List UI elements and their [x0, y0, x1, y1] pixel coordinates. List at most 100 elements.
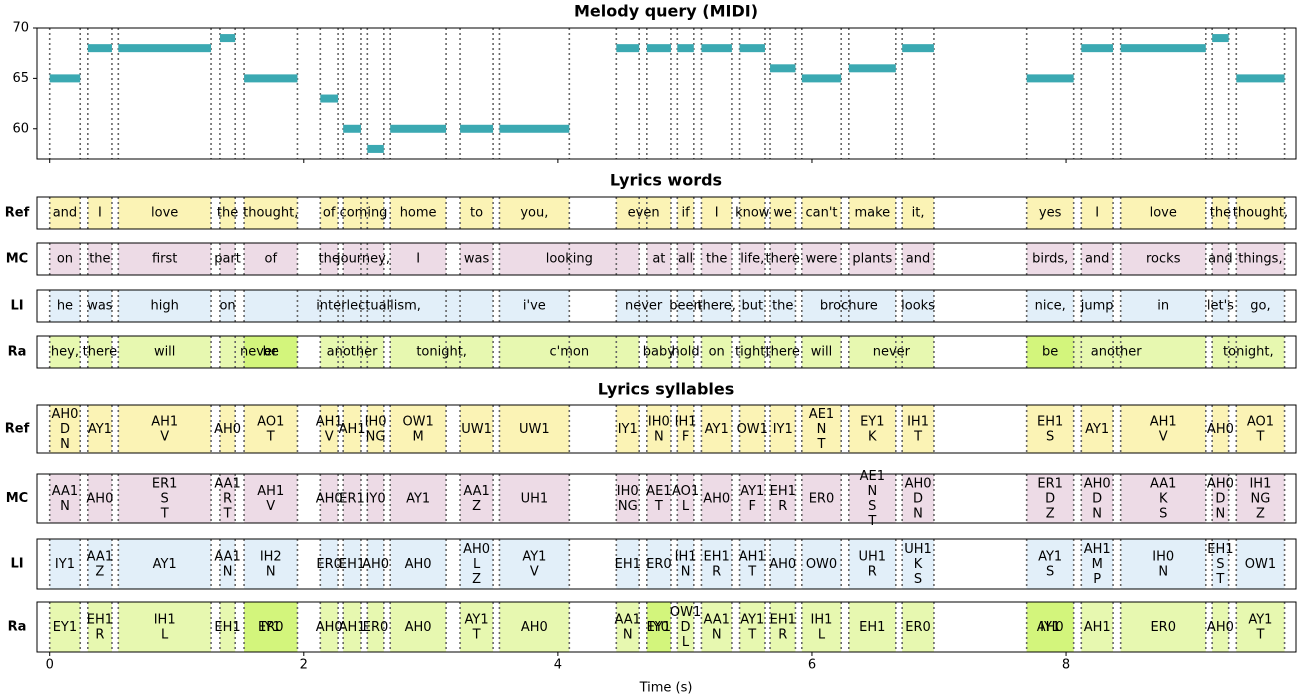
syllable-label: OW1 — [1245, 557, 1276, 572]
phone: AH1 — [316, 414, 343, 429]
segment — [801, 197, 842, 229]
panel-frame — [36, 538, 1297, 590]
segment — [677, 602, 694, 652]
syllable-label: AO1 L — [672, 484, 699, 514]
y-tick-label: 65 — [12, 71, 29, 86]
x-tick-label: 2 — [300, 658, 308, 673]
segment — [801, 405, 842, 453]
syllable-label: AY1 S — [1038, 549, 1062, 579]
syllable-label: AY1 — [88, 422, 112, 437]
segment — [460, 602, 494, 652]
segment — [701, 243, 732, 275]
phone: AH0 — [703, 491, 730, 506]
word-label: let's — [1207, 299, 1234, 314]
syllable-label: UH1 K S — [904, 542, 932, 587]
note — [244, 74, 298, 83]
segment — [1120, 243, 1206, 275]
word-label: you, — [520, 206, 548, 221]
segment — [118, 602, 212, 652]
segment — [739, 474, 765, 523]
word-label: be — [1042, 345, 1058, 360]
phone: EH1 — [1037, 414, 1063, 429]
syllable-label: EH1 S T — [1207, 542, 1233, 587]
segment — [49, 336, 81, 368]
word-label: know — [735, 206, 770, 221]
phone: ER0 — [809, 491, 835, 506]
phone: N — [223, 564, 233, 579]
syllable-label: AA1 Z — [87, 549, 113, 579]
segment — [367, 539, 384, 589]
phone: AY1 — [88, 422, 112, 437]
syllable-label: ER1 D Z — [1037, 476, 1063, 521]
phone: ER1 — [152, 476, 178, 491]
word-label: there, — [697, 299, 736, 314]
note — [219, 34, 236, 43]
syllable-label: EH1 — [214, 620, 240, 635]
syllable-label: OW1 D L — [670, 605, 701, 650]
segment — [616, 474, 640, 523]
note — [1120, 44, 1206, 53]
segment — [848, 602, 896, 652]
segment — [902, 474, 934, 523]
word-label: will — [154, 345, 175, 360]
phone: IY0 — [649, 620, 669, 635]
phone: AH0 — [463, 542, 490, 557]
segment — [320, 474, 339, 523]
note — [701, 44, 732, 53]
phone: T — [223, 506, 232, 521]
phone: AA1 — [1150, 476, 1176, 491]
phone: S — [1216, 557, 1224, 572]
segment — [1026, 602, 1074, 652]
row-label: Ref — [5, 206, 30, 221]
segment — [616, 405, 640, 453]
word-label: another — [1091, 345, 1142, 360]
word-label: interlectuallism, — [316, 299, 421, 314]
phone: K — [1159, 491, 1168, 506]
word-label: all — [678, 252, 693, 267]
phone: N — [623, 627, 633, 642]
word-label: looks — [901, 299, 935, 314]
syllable-label: AH1 — [339, 620, 366, 635]
segment — [390, 243, 447, 275]
phone: N — [1216, 506, 1226, 521]
syllable-label: ER0 — [316, 557, 342, 572]
phone: T — [867, 514, 876, 529]
segment — [87, 539, 112, 589]
phone: EH1 — [339, 557, 365, 572]
syllable-label: EH1 — [615, 557, 641, 572]
segment — [499, 602, 570, 652]
segment — [1081, 290, 1114, 322]
word-label: it, — [912, 206, 925, 221]
x-tick-label: 0 — [46, 658, 54, 673]
phone: AY1 — [705, 422, 729, 437]
phone: AH0 — [86, 491, 113, 506]
phone: N — [867, 484, 877, 499]
syllable-label: AH0 — [1207, 422, 1234, 437]
segment — [460, 474, 494, 523]
phone: AA1 — [52, 484, 78, 499]
phone: N — [60, 499, 70, 514]
note — [1212, 34, 1229, 43]
syllable-label: AH0 — [703, 491, 730, 506]
word-label: things, — [1238, 252, 1282, 267]
phone: N — [681, 564, 691, 579]
note — [902, 44, 934, 53]
segment — [616, 197, 671, 229]
word-label: been — [669, 299, 702, 314]
phone: IY1 — [261, 620, 281, 635]
panel-frame — [36, 404, 1297, 454]
word-label: was — [464, 252, 490, 267]
syllable-label: AY1 — [153, 557, 177, 572]
segment — [118, 197, 212, 229]
panel-frame — [36, 473, 1297, 524]
phone: AH0 — [1084, 476, 1111, 491]
syllable-label: OW1 — [737, 422, 768, 437]
syllable-label: AH1 M P — [1084, 542, 1111, 587]
segment — [499, 539, 570, 589]
syllable-label: IH1 L — [154, 612, 176, 642]
phone: AH0 — [316, 620, 343, 635]
phone: OW1 — [737, 422, 768, 437]
phone: AH0 — [905, 476, 932, 491]
syllable-label: AH1 — [1084, 620, 1111, 635]
word-label: coming — [340, 206, 388, 221]
